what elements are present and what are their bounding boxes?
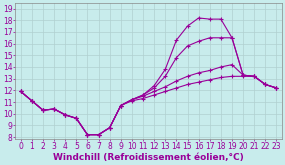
X-axis label: Windchill (Refroidissement éolien,°C): Windchill (Refroidissement éolien,°C)	[53, 153, 244, 162]
